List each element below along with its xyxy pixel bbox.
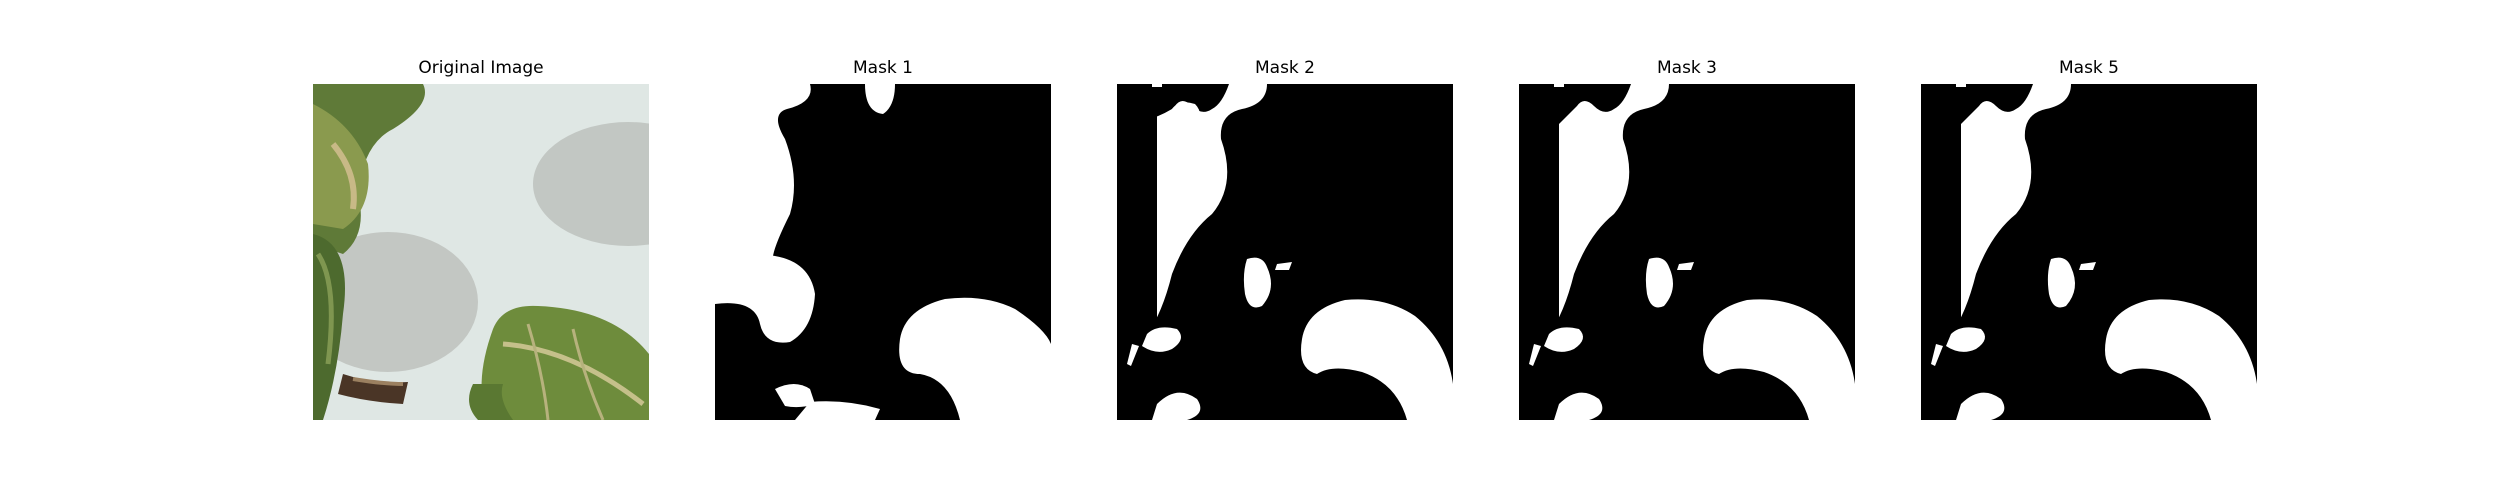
mask-5-title: Mask 5 — [2058, 58, 2119, 78]
mask-2-title: Mask 2 — [1254, 58, 1315, 78]
mask-5-drawing — [1921, 84, 2257, 420]
original-image-title: Original Image — [418, 58, 544, 78]
mask-1-title: Mask 1 — [852, 58, 913, 78]
mask-3-image — [1519, 84, 1855, 420]
mask-2-image — [1117, 84, 1453, 420]
mask-2-drawing — [1117, 84, 1453, 420]
mask-3-title: Mask 3 — [1656, 58, 1717, 78]
mask-3-drawing — [1519, 84, 1855, 420]
original-image-drawing — [313, 84, 649, 420]
original-image — [313, 84, 649, 420]
mask-5-image — [1921, 84, 2257, 420]
mask-1-drawing — [715, 84, 1051, 420]
mask-1-image — [715, 84, 1051, 420]
